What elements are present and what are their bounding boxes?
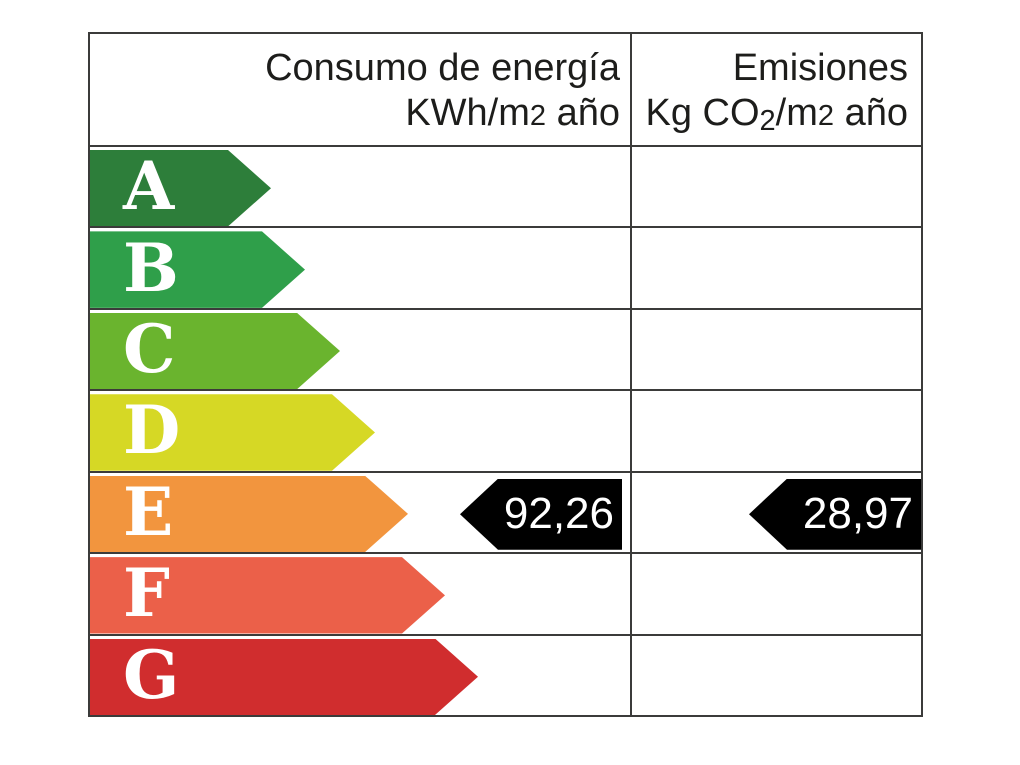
rating-row-c: C [90,307,921,390]
rating-row-b: B [90,226,921,308]
emissions-cell-b [632,228,921,307]
rating-bar-a: A [90,150,271,226]
rating-bar-g: G [90,639,478,715]
emissions-cell-c [632,310,921,389]
header-emissions: Emisiones Kg CO2/m2 año [632,34,921,145]
header-consumption-unit: KWh/m2 año [405,92,620,134]
rating-bar-b: B [90,231,305,307]
rating-bar-e: E [90,476,408,552]
emissions-value: 28,97 [802,489,913,539]
rating-letter-f: F [123,554,170,633]
consumption-cell-c: C [90,309,632,390]
rating-row-a: A [90,145,921,227]
rating-row-g: G [90,633,921,715]
emissions-cell-d [632,391,921,470]
header-emissions-title: Emisiones [732,47,908,89]
rating-letter-c: C [123,310,176,389]
rating-letter-b: B [123,228,179,307]
header-consumption: Consumo de energía KWh/m2 año [90,34,632,145]
consumption-cell-b: B [90,228,632,308]
rating-letter-d: D [123,391,181,470]
rating-letter-a: A [123,147,175,226]
consumption-cell-e: E 92,26 [90,472,632,553]
rating-letter-e: E [123,472,174,551]
consumption-cell-a: A [90,147,632,227]
header-consumption-title: Consumo de energía [265,47,620,89]
consumption-cell-f: F [90,554,632,634]
emissions-value-arrow: 28,97 [749,478,921,550]
consumption-cell-g: G [90,635,632,715]
emissions-cell-f [632,554,921,633]
rating-row-d: D [90,389,921,471]
emissions-cell-a [632,147,921,226]
energy-rating-label: Consumo de energía KWh/m2 año Emisiones … [88,32,923,717]
rating-bar-d: D [90,394,375,470]
rating-bar-f: F [90,557,445,633]
consumption-cell-d: D [90,391,632,471]
emissions-cell-e: 28,97 [632,473,921,552]
rating-letter-g: G [123,635,180,714]
rating-row-e: E 92,26 28,97 [90,470,921,553]
superscript-2: 2 [529,100,547,132]
consumption-value: 92,26 [503,489,614,539]
subscript-2: 2 [759,104,776,137]
rating-bar-c: C [90,313,340,389]
rating-row-f: F [90,552,921,634]
table-header: Consumo de energía KWh/m2 año Emisiones … [90,34,921,145]
emissions-cell-g [632,636,921,715]
header-emissions-unit: Kg CO2/m2 año [645,92,908,137]
superscript-2: 2 [817,100,835,132]
consumption-value-arrow: 92,26 [460,478,622,550]
